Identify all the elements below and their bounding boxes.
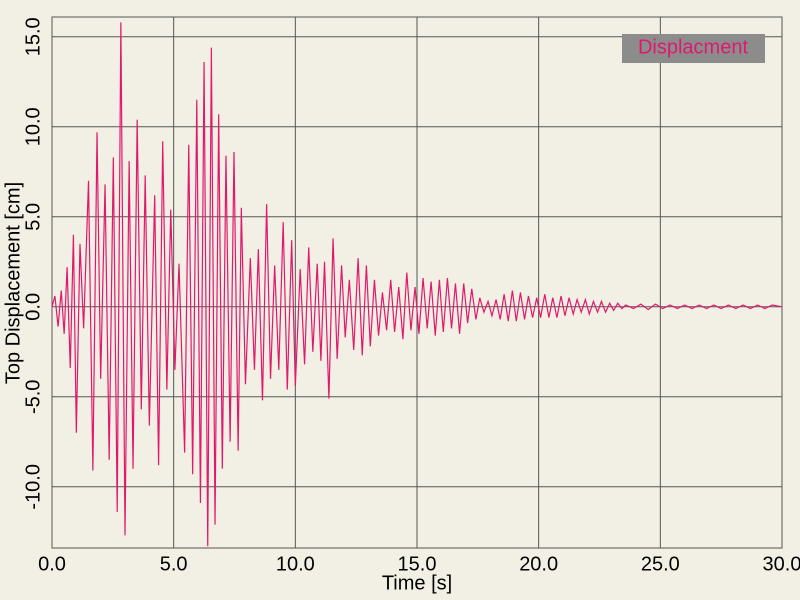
y-axis-label: Top Displacement [cm] bbox=[2, 182, 24, 384]
x-tick-label: 25.0 bbox=[641, 553, 680, 575]
y-tick-label: -5.0 bbox=[22, 380, 44, 414]
x-tick-label: 10.0 bbox=[276, 553, 315, 575]
y-tick-label: 0.0 bbox=[22, 293, 44, 321]
x-tick-label: 5.0 bbox=[160, 553, 188, 575]
x-tick-label: 30.0 bbox=[763, 553, 800, 575]
y-tick-label: -10.0 bbox=[22, 464, 44, 510]
x-axis-label: Time [s] bbox=[382, 572, 452, 594]
legend: Displacment bbox=[622, 34, 765, 63]
y-tick-label: 5.0 bbox=[22, 203, 44, 231]
data-line bbox=[51, 22, 783, 547]
y-tick-label: 15.0 bbox=[22, 17, 44, 56]
y-tick-label: 10.0 bbox=[22, 107, 44, 146]
x-tick-label: 0.0 bbox=[38, 553, 66, 575]
x-tick-label: 20.0 bbox=[519, 553, 558, 575]
legend-box bbox=[622, 34, 765, 63]
x-tick-label: 15.0 bbox=[398, 553, 437, 575]
legend-label: Displacment bbox=[638, 36, 748, 58]
